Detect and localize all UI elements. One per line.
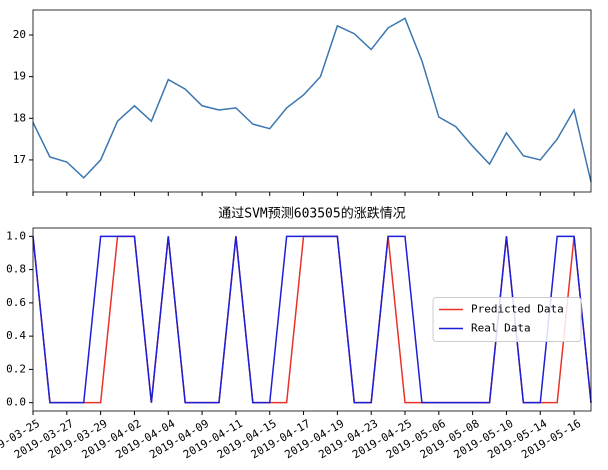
y-tick-label: 0.2 [6, 362, 26, 375]
y-tick-label: 0.8 [6, 263, 26, 276]
axes-frame [32, 9, 592, 193]
legend-label: Real Data [471, 322, 531, 335]
legend-label: Predicted Data [471, 303, 564, 316]
legend-box [432, 297, 582, 342]
y-tick-label: 19 [13, 70, 26, 83]
y-tick-label: 0.4 [6, 329, 26, 342]
y-tick-label: 17 [13, 153, 26, 166]
y-tick-label: 18 [13, 111, 26, 124]
y-tick-label: 0.6 [6, 296, 26, 309]
axes-frame [32, 227, 592, 412]
y-tick-label: 20 [13, 28, 26, 41]
chart-title: 通过SVM预测603505的涨跌情况 [218, 206, 405, 222]
y-tick-label: 0.0 [6, 396, 26, 409]
y-tick-label: 1.0 [6, 229, 26, 242]
data-line [32, 17, 592, 183]
